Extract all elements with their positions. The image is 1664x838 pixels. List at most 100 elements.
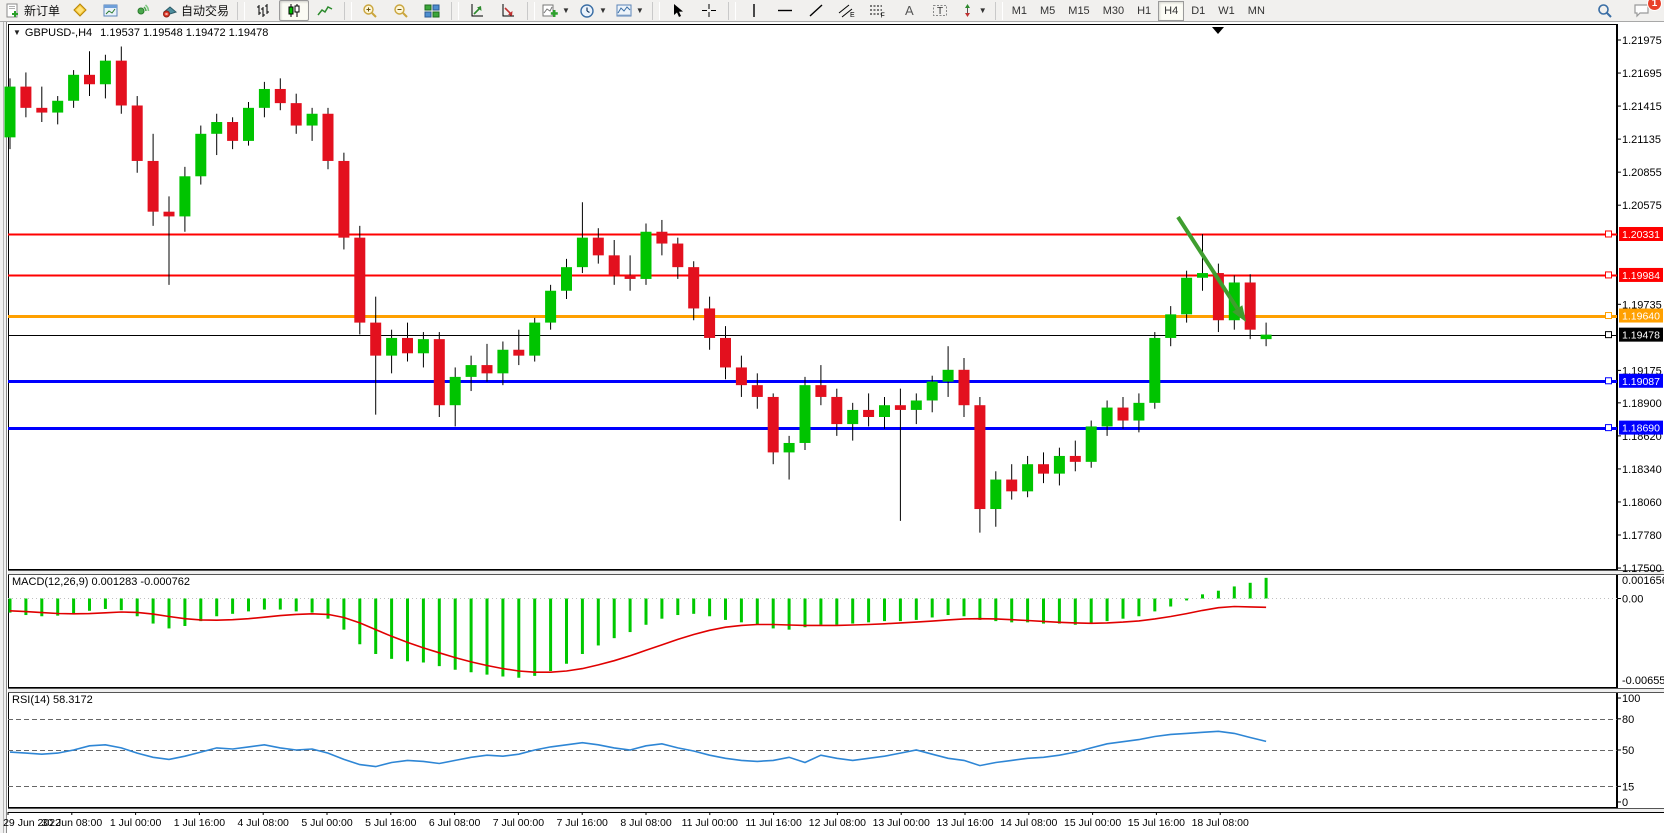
candle-bear bbox=[735, 367, 747, 386]
price-label-box bbox=[1619, 267, 1663, 282]
time-tick-label: 12 Jul 08:00 bbox=[809, 817, 866, 829]
candle-bear bbox=[831, 396, 843, 425]
indicator-window-up-button[interactable] bbox=[462, 0, 492, 21]
panel-splitter[interactable] bbox=[8, 809, 1664, 812]
price-tick-label: 1.21695 bbox=[1622, 68, 1662, 80]
timeframe-m15-button[interactable]: M15 bbox=[1068, 4, 1090, 17]
candle-bear bbox=[656, 231, 668, 244]
candle-bear bbox=[322, 113, 334, 161]
hline-handle[interactable] bbox=[1605, 230, 1612, 238]
candle-bear bbox=[274, 88, 286, 104]
macd-signal-line bbox=[9, 605, 1267, 674]
hline-handle[interactable] bbox=[1605, 424, 1612, 432]
toolbar-separator bbox=[527, 1, 536, 20]
tile-windows-button[interactable] bbox=[417, 0, 447, 21]
candle-bull bbox=[1133, 402, 1145, 421]
time-tick-label: 13 Jul 00:00 bbox=[873, 817, 930, 829]
chart-shift-marker-icon[interactable] bbox=[1212, 27, 1224, 34]
candlestick-chart-type-button[interactable] bbox=[279, 0, 310, 21]
panel-splitter[interactable] bbox=[8, 689, 1664, 692]
alerts-button[interactable] bbox=[127, 0, 157, 21]
timeframe-m1-button[interactable]: M1 bbox=[1011, 4, 1027, 17]
hline-handle[interactable] bbox=[1605, 377, 1612, 385]
autotrade-button[interactable]: 自动交易 bbox=[158, 0, 233, 21]
candle-bull bbox=[529, 322, 541, 356]
time-tick-label: 11 Jul 00:00 bbox=[682, 817, 739, 829]
price-label-text: 1.18690 bbox=[1622, 423, 1660, 435]
timeframe-d1-button[interactable]: D1 bbox=[1191, 4, 1206, 17]
timeframe-w1-button[interactable]: W1 bbox=[1218, 4, 1235, 17]
time-tick-label: 1 Jul 00:00 bbox=[110, 817, 162, 829]
cursor-tool-button[interactable] bbox=[663, 0, 693, 21]
indicator-window-down-button[interactable] bbox=[493, 0, 523, 21]
chevron-down-icon: ▼ bbox=[562, 6, 570, 15]
price-label-text: 1.19984 bbox=[1622, 270, 1660, 282]
template-icon bbox=[616, 4, 632, 17]
new-chart-button[interactable] bbox=[96, 0, 126, 21]
search-icon bbox=[1598, 3, 1612, 18]
period-button[interactable]: ▼ bbox=[575, 0, 611, 21]
rsi-indicator-label: RSI(14) 58.3172 bbox=[12, 694, 93, 706]
notifications-button[interactable]: 1 bbox=[1626, 0, 1662, 21]
vertical-line-tool-button[interactable] bbox=[739, 0, 769, 21]
trendline-icon bbox=[809, 4, 823, 17]
price-tick-label: 1.21135 bbox=[1622, 134, 1661, 146]
profiles-button[interactable] bbox=[65, 0, 95, 21]
hline-handle[interactable] bbox=[1605, 331, 1612, 339]
toolbar-separator bbox=[344, 1, 353, 20]
add-indicator-button[interactable]: ▼ bbox=[538, 0, 574, 21]
clock-icon bbox=[580, 3, 594, 18]
time-tick-label: 15 Jul 16:00 bbox=[1128, 817, 1185, 829]
candle-bull bbox=[1197, 273, 1208, 278]
chevron-down-icon: ▼ bbox=[978, 6, 987, 15]
timeframe-h4-button[interactable]: H4 bbox=[1158, 0, 1185, 21]
trend-arrow[interactable] bbox=[1176, 215, 1239, 310]
toolbar-separator bbox=[651, 1, 660, 20]
hline-handle[interactable] bbox=[1605, 312, 1612, 320]
candle-bull bbox=[545, 290, 557, 323]
hline-handle[interactable] bbox=[1605, 271, 1612, 279]
template-button[interactable]: ▼ bbox=[612, 0, 648, 21]
channel-tool-button[interactable]: E bbox=[832, 0, 862, 21]
timeframe-h1-button[interactable]: H1 bbox=[1137, 4, 1152, 17]
zoom-out-button[interactable] bbox=[386, 0, 416, 21]
price-tick-label: 1.21975 bbox=[1622, 35, 1662, 47]
price-tick-label: 1.20575 bbox=[1622, 200, 1662, 212]
label-tool-button[interactable]: T bbox=[925, 0, 955, 21]
time-tick-label: 11 Jul 16:00 bbox=[745, 817, 802, 829]
timeframe-mn-button[interactable]: MN bbox=[1247, 4, 1265, 17]
zoom-in-button[interactable] bbox=[355, 0, 385, 21]
line-chart-type-button[interactable] bbox=[310, 0, 340, 21]
bar-chart-type-button[interactable] bbox=[248, 0, 278, 21]
time-tick-label: 5 Jul 00:00 bbox=[301, 817, 353, 829]
toolbar-separator bbox=[451, 1, 460, 20]
candle-bear bbox=[1117, 407, 1129, 421]
candle-bear bbox=[1006, 479, 1018, 492]
candle-bear bbox=[84, 74, 95, 85]
text-tool-button[interactable]: A bbox=[894, 0, 924, 21]
horizontal-line-tool-button[interactable] bbox=[770, 0, 800, 21]
fibonacci-tool-button[interactable]: F bbox=[863, 0, 893, 21]
symbol-caret-icon[interactable]: ▼ bbox=[13, 28, 21, 37]
candle-bear bbox=[1069, 455, 1081, 462]
text-label-icon: T bbox=[932, 5, 947, 17]
zoom-out-icon bbox=[394, 3, 408, 18]
trendline-tool-button[interactable] bbox=[801, 0, 831, 21]
search-button[interactable] bbox=[1590, 0, 1620, 21]
chevron-down-icon: ▼ bbox=[635, 6, 644, 15]
arrows-tool-button[interactable]: ▼ bbox=[956, 0, 991, 21]
candle-bull bbox=[1181, 277, 1193, 315]
price-label-text: 1.20331 bbox=[1622, 229, 1660, 241]
crosshair-tool-button[interactable] bbox=[694, 0, 724, 21]
candle-bull bbox=[258, 88, 270, 108]
new-order-button[interactable]: 新订单 bbox=[2, 0, 64, 21]
panel-splitter[interactable] bbox=[8, 571, 1664, 574]
candle-bear bbox=[147, 160, 159, 212]
timeframe-m5-button[interactable]: M5 bbox=[1040, 4, 1056, 17]
timeframe-m30-button[interactable]: M30 bbox=[1102, 4, 1125, 17]
candle-bull bbox=[1165, 314, 1177, 338]
new-order-label: 新订单 bbox=[24, 4, 61, 18]
add-indicator-icon bbox=[542, 4, 558, 17]
time-tick-label: 30 Jun 08:00 bbox=[41, 817, 102, 829]
